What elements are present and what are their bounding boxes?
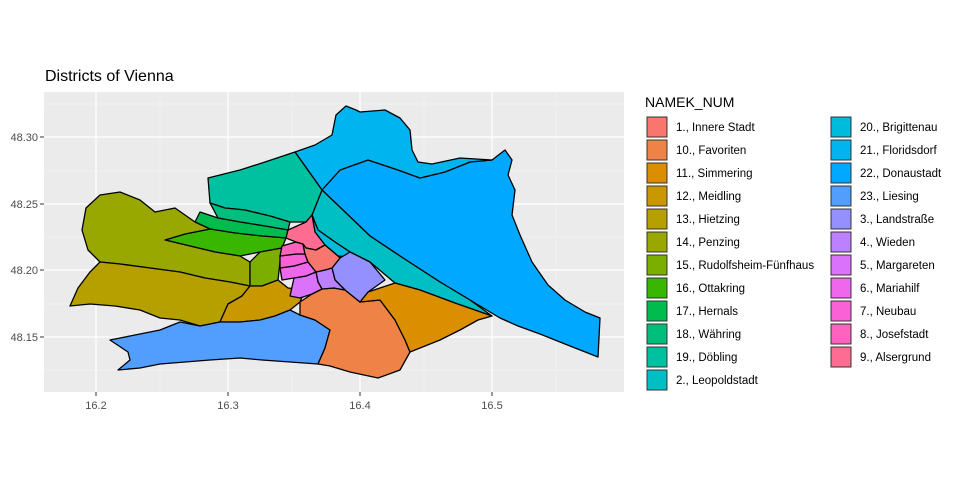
x-axis-labels: 16.2 16.3 16.4 16.5: [85, 400, 502, 412]
legend-key: [646, 139, 668, 161]
legend-label: 8., Josefstadt: [860, 329, 929, 341]
legend-label: 23., Liesing: [860, 191, 919, 203]
legend-items: 1., Innere Stadt 10., Favoriten 11., Simme…: [646, 116, 942, 391]
legend-key: [830, 346, 852, 368]
map-title: Districts of Vienna: [45, 68, 174, 85]
district-innere-stadt: [302, 243, 341, 273]
axis-ticks: [40, 136, 493, 396]
legend-label: 1., Innere Stadt: [676, 122, 755, 134]
district-simmering: [359, 282, 493, 353]
legend-label: 20., Brigittenau: [860, 122, 937, 134]
legend-key: [646, 185, 668, 207]
legend-title: NAMEK_NUM: [645, 94, 734, 110]
legend-key: [646, 116, 668, 138]
legend-label: 16., Ottakring: [676, 283, 745, 295]
legend-label: 2., Leopoldstadt: [676, 375, 759, 387]
legend-key: [646, 162, 668, 184]
legend-label: 3., Landstraße: [860, 214, 934, 226]
legend-key: [830, 254, 852, 276]
legend-key: [830, 116, 852, 138]
legend-label: 9., Alsergrund: [860, 352, 931, 364]
legend: NAMEK_NUM 1., Innere Stadt 10., Favoriten…: [645, 94, 942, 391]
legend-key: [646, 254, 668, 276]
y-tick-label: 48.20: [10, 265, 38, 277]
y-tick-label: 48.25: [10, 199, 38, 211]
legend-key: [646, 300, 668, 322]
legend-key: [830, 139, 852, 161]
legend-key: [830, 185, 852, 207]
districts: [69, 105, 601, 379]
legend-key: [830, 231, 852, 253]
legend-key: [646, 231, 668, 253]
legend-key: [646, 346, 668, 368]
legend-label: 11., Simmering: [676, 168, 752, 180]
x-tick-label: 16.2: [85, 400, 106, 412]
y-axis-labels: 48.30 48.25 48.20 48.15: [10, 132, 38, 344]
legend-label: 21., Floridsdorf: [860, 145, 938, 157]
legend-label: 4., Wieden: [860, 237, 915, 249]
legend-label: 13., Hietzing: [676, 214, 740, 226]
legend-key: [646, 323, 668, 345]
legend-label: 12., Meidling: [676, 191, 741, 203]
legend-label: 15., Rudolfsheim-Fünfhaus: [676, 260, 814, 272]
legend-label: 7., Neubau: [860, 306, 916, 318]
district-floridsdorf: [294, 105, 493, 191]
legend-key: [830, 323, 852, 345]
legend-label: 6., Mariahilf: [860, 283, 920, 295]
x-tick-label: 16.3: [217, 400, 238, 412]
legend-label: 10., Favoriten: [676, 145, 746, 157]
legend-key: [830, 277, 852, 299]
legend-key: [830, 208, 852, 230]
legend-label: 17., Hernals: [676, 306, 738, 318]
legend-key: [830, 162, 852, 184]
legend-key: [646, 208, 668, 230]
legend-label: 22., Donaustadt: [860, 168, 942, 180]
y-tick-label: 48.30: [10, 132, 38, 144]
legend-label: 14., Penzing: [676, 237, 740, 249]
legend-label: 18., Währing: [676, 329, 741, 341]
y-tick-label: 48.15: [10, 332, 38, 344]
legend-label: 5., Margareten: [860, 260, 935, 272]
legend-key: [646, 369, 668, 391]
legend-key: [830, 300, 852, 322]
x-tick-label: 16.5: [481, 400, 502, 412]
legend-key: [646, 277, 668, 299]
legend-label: 19., Döbling: [676, 352, 737, 364]
x-tick-label: 16.4: [349, 400, 370, 412]
